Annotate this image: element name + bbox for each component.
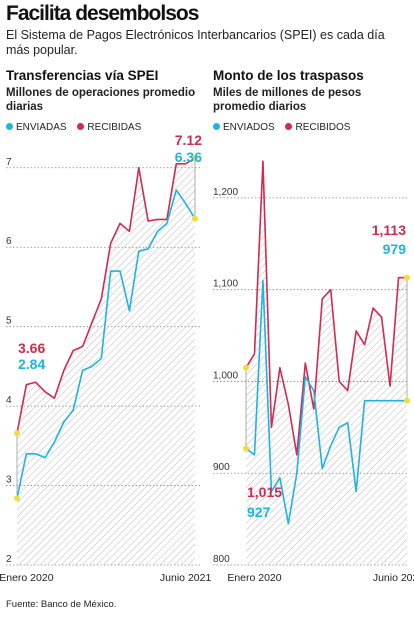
right-point-marker xyxy=(404,397,410,404)
right-line-sent xyxy=(245,279,407,525)
left-x-tick-label: Enero 2020 xyxy=(0,572,54,584)
left-chart-subtitle: Millones de operaciones promedio diarias xyxy=(6,87,196,113)
left-chart-panel: Transferencias vía SPEI Millones de oper… xyxy=(0,68,211,598)
right-start-label-sent: 927 xyxy=(247,504,271,520)
left-y-tick-label: 5 xyxy=(6,316,12,327)
right-start-label-received: 1,015 xyxy=(247,484,282,500)
left-point-marker xyxy=(14,430,20,437)
right-y-tick-label: 1,000 xyxy=(213,370,238,381)
right-point-marker xyxy=(243,445,249,452)
source-note: Fuente: Banco de México. xyxy=(6,599,117,610)
right-end-label-received: 1,113 xyxy=(372,222,406,238)
right-legend: ENVIADOS RECIBIDOS xyxy=(213,122,358,133)
left-start-label-received: 3.66 xyxy=(18,340,45,356)
right-y-tick-label: 1,200 xyxy=(213,187,238,198)
legend-received: RECIBIDOS xyxy=(285,122,350,133)
left-y-tick-label: 2 xyxy=(6,554,12,565)
legend-sent-label: ENVIADAS xyxy=(16,122,67,133)
right-x-tick-label: Enero 2020 xyxy=(227,572,281,584)
left-line-sent xyxy=(16,189,196,499)
left-legend: ENVIADAS RECIBIDAS xyxy=(6,122,149,133)
page-title: Facilita desembolsos xyxy=(6,2,199,25)
left-end-label-received: 7.12 xyxy=(175,132,202,148)
legend-received-dot xyxy=(285,123,293,130)
right-x-tick-label: Junio 2021 xyxy=(373,572,414,584)
legend-received-label: RECIBIDAS xyxy=(87,122,142,133)
right-chart-panel: Monto de los traspasos Miles de millones… xyxy=(213,68,414,598)
right-area-received xyxy=(246,161,407,565)
legend-received-dot xyxy=(77,123,85,130)
left-x-tick-label: Junio 2021 xyxy=(160,572,212,584)
legend-received-label: RECIBIDOS xyxy=(295,122,351,133)
left-line-received xyxy=(16,157,196,434)
left-y-tick-label: 6 xyxy=(6,236,12,247)
right-point-marker xyxy=(243,364,249,371)
right-chart-subtitle: Miles de millones de pesos promedio diar… xyxy=(213,87,362,113)
right-end-label-sent: 979 xyxy=(383,241,407,257)
left-point-marker xyxy=(14,495,20,502)
left-line-chart: 2 3 4 5 6 7 3.662.84 7.126.36 Enero 2020 Junio 20… xyxy=(0,132,211,584)
right-y-tick-label: 900 xyxy=(213,462,230,473)
left-end-label-sent: 6.36 xyxy=(175,149,202,165)
left-y-tick-label: 3 xyxy=(6,475,12,486)
legend-received: RECIBIDAS xyxy=(77,122,141,133)
legend-sent: ENVIADAS xyxy=(6,122,67,133)
left-start-label-sent: 2.84 xyxy=(18,356,45,372)
left-chart-title: Transferencias vía SPEI xyxy=(6,68,159,83)
right-chart-title: Monto de los traspasos xyxy=(213,68,364,83)
left-point-marker xyxy=(192,215,198,222)
right-line-chart: 800 900 1,000 1,100 1,200 1,015 927 1,113 979 Ene… xyxy=(213,160,414,584)
right-line-received xyxy=(245,160,407,456)
left-area-received xyxy=(17,158,195,565)
right-y-tick-label: 1,100 xyxy=(213,279,238,290)
left-y-tick-label: 7 xyxy=(6,157,12,168)
left-point-marker xyxy=(192,155,198,162)
right-point-marker xyxy=(404,274,410,281)
right-y-tick-label: 800 xyxy=(213,554,230,565)
left-y-tick-label: 4 xyxy=(6,395,12,406)
legend-sent-dot xyxy=(6,123,13,130)
legend-sent: ENVIADOS xyxy=(213,122,275,133)
legend-sent-label: ENVIADOS xyxy=(223,122,275,133)
page-subtitle: El Sistema de Pagos Electrónicos Interba… xyxy=(6,28,385,57)
legend-sent-dot xyxy=(213,123,220,130)
